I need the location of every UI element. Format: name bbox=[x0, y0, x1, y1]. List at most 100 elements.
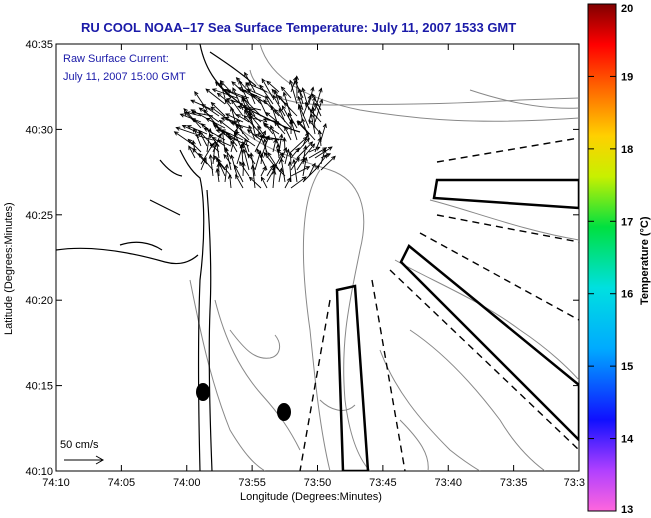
radial-dashed-lines bbox=[299, 137, 579, 471]
y-tick-label: 40:35 bbox=[25, 39, 53, 51]
current-vector bbox=[217, 159, 232, 177]
colorbar-tick-label: 13 bbox=[621, 504, 633, 516]
current-vector bbox=[235, 174, 244, 189]
current-vector bbox=[311, 106, 316, 129]
current-vector bbox=[211, 136, 226, 147]
current-vector bbox=[232, 87, 244, 111]
colorbar-tick-label: 15 bbox=[621, 361, 633, 373]
current-vector bbox=[203, 109, 220, 129]
x-tick-label: 73:45 bbox=[369, 477, 397, 489]
current-vector bbox=[298, 103, 310, 129]
current-vector bbox=[210, 101, 226, 117]
colorbar-tick-label: 17 bbox=[621, 216, 633, 228]
current-vector bbox=[284, 148, 290, 165]
current-vector bbox=[203, 127, 226, 141]
current-vector bbox=[239, 161, 250, 177]
current-vector bbox=[272, 94, 286, 117]
current-vector bbox=[265, 111, 286, 129]
current-vector bbox=[187, 138, 202, 153]
current-vector bbox=[302, 143, 316, 159]
current-vector bbox=[297, 88, 304, 105]
colorbar-tick-label: 18 bbox=[621, 144, 633, 156]
current-vector bbox=[242, 104, 262, 111]
x-tick-label: 74:00 bbox=[173, 477, 201, 489]
current-vector bbox=[290, 176, 307, 189]
current-vector bbox=[225, 89, 250, 99]
current-vector bbox=[284, 126, 292, 141]
current-vector bbox=[243, 114, 262, 135]
current-vector bbox=[266, 80, 280, 93]
current-vector bbox=[320, 122, 327, 141]
y-tick-label: 40:20 bbox=[25, 295, 53, 307]
colorbar-tick-label: 14 bbox=[621, 434, 634, 446]
current-vector bbox=[259, 84, 274, 105]
y-axis-label: Latitude (Degrees:Minutes) bbox=[3, 202, 15, 335]
current-vector bbox=[198, 129, 214, 147]
current-vector bbox=[244, 71, 256, 93]
current-vector bbox=[201, 103, 220, 117]
x-axis: 74:10 74:05 74:00 73:55 73:50 73:45 73:40 73:35… bbox=[42, 44, 585, 489]
current-vector bbox=[287, 161, 293, 183]
current-vector bbox=[198, 107, 220, 123]
current-vector bbox=[272, 138, 278, 153]
current-vector bbox=[314, 136, 322, 153]
current-vector bbox=[270, 124, 280, 147]
current-vector bbox=[283, 101, 298, 117]
current-vector bbox=[220, 129, 244, 141]
current-vector bbox=[263, 151, 274, 165]
current-vector bbox=[280, 86, 292, 99]
map-layer bbox=[56, 44, 579, 471]
current-vector bbox=[206, 127, 212, 153]
x-tick-label: 73:3 bbox=[564, 477, 585, 489]
current-vector bbox=[278, 133, 284, 153]
current-vector bbox=[267, 151, 280, 171]
current-vector bbox=[289, 119, 298, 141]
current-vector bbox=[205, 117, 226, 129]
current-vector bbox=[314, 102, 322, 117]
current-vector bbox=[175, 126, 196, 135]
current-vector bbox=[272, 169, 277, 189]
current-vector bbox=[314, 146, 333, 159]
current-vector bbox=[309, 108, 322, 123]
current-vector bbox=[290, 156, 300, 171]
y-axis: 40:35 40:30 40:25 40:20 40:15 40:10 bbox=[25, 39, 579, 478]
current-vector bbox=[231, 99, 244, 117]
current-vector bbox=[278, 167, 284, 183]
current-vector bbox=[181, 124, 202, 135]
current-vector bbox=[290, 147, 300, 159]
current-vector bbox=[225, 132, 238, 147]
current-vector bbox=[270, 105, 280, 129]
current-vector bbox=[198, 152, 214, 171]
scale-label: 50 cm/s bbox=[60, 439, 99, 451]
current-vector bbox=[212, 140, 218, 165]
current-vector bbox=[234, 164, 244, 183]
current-vector bbox=[261, 78, 274, 99]
y-tick-label: 40:15 bbox=[25, 381, 53, 393]
current-vector bbox=[302, 94, 312, 117]
current-vector bbox=[260, 176, 268, 189]
current-vector bbox=[314, 98, 324, 123]
current-vector bbox=[284, 177, 291, 189]
current-vector bbox=[288, 151, 293, 165]
current-vector bbox=[272, 163, 286, 177]
current-vector bbox=[208, 153, 214, 177]
colorbar-label: Temperature (°C) bbox=[639, 216, 651, 305]
coastline bbox=[56, 44, 301, 471]
colorbar-tick-label: 20 bbox=[621, 3, 633, 15]
y-tick-label: 40:30 bbox=[25, 124, 53, 136]
current-vector bbox=[179, 113, 202, 123]
current-vector bbox=[248, 176, 262, 189]
current-vector bbox=[297, 95, 304, 111]
scale-arrow-icon bbox=[64, 455, 105, 465]
y-tick-label: 40:25 bbox=[25, 210, 53, 222]
y-tick-label: 40:10 bbox=[25, 466, 53, 478]
current-vector bbox=[290, 166, 311, 177]
current-vector bbox=[294, 75, 299, 99]
current-vector bbox=[224, 146, 232, 171]
current-vector bbox=[273, 108, 292, 129]
colorbar-tick-label: 16 bbox=[621, 289, 633, 301]
colorbar bbox=[587, 3, 617, 512]
current-vector bbox=[241, 161, 246, 177]
current-vector bbox=[223, 153, 232, 165]
